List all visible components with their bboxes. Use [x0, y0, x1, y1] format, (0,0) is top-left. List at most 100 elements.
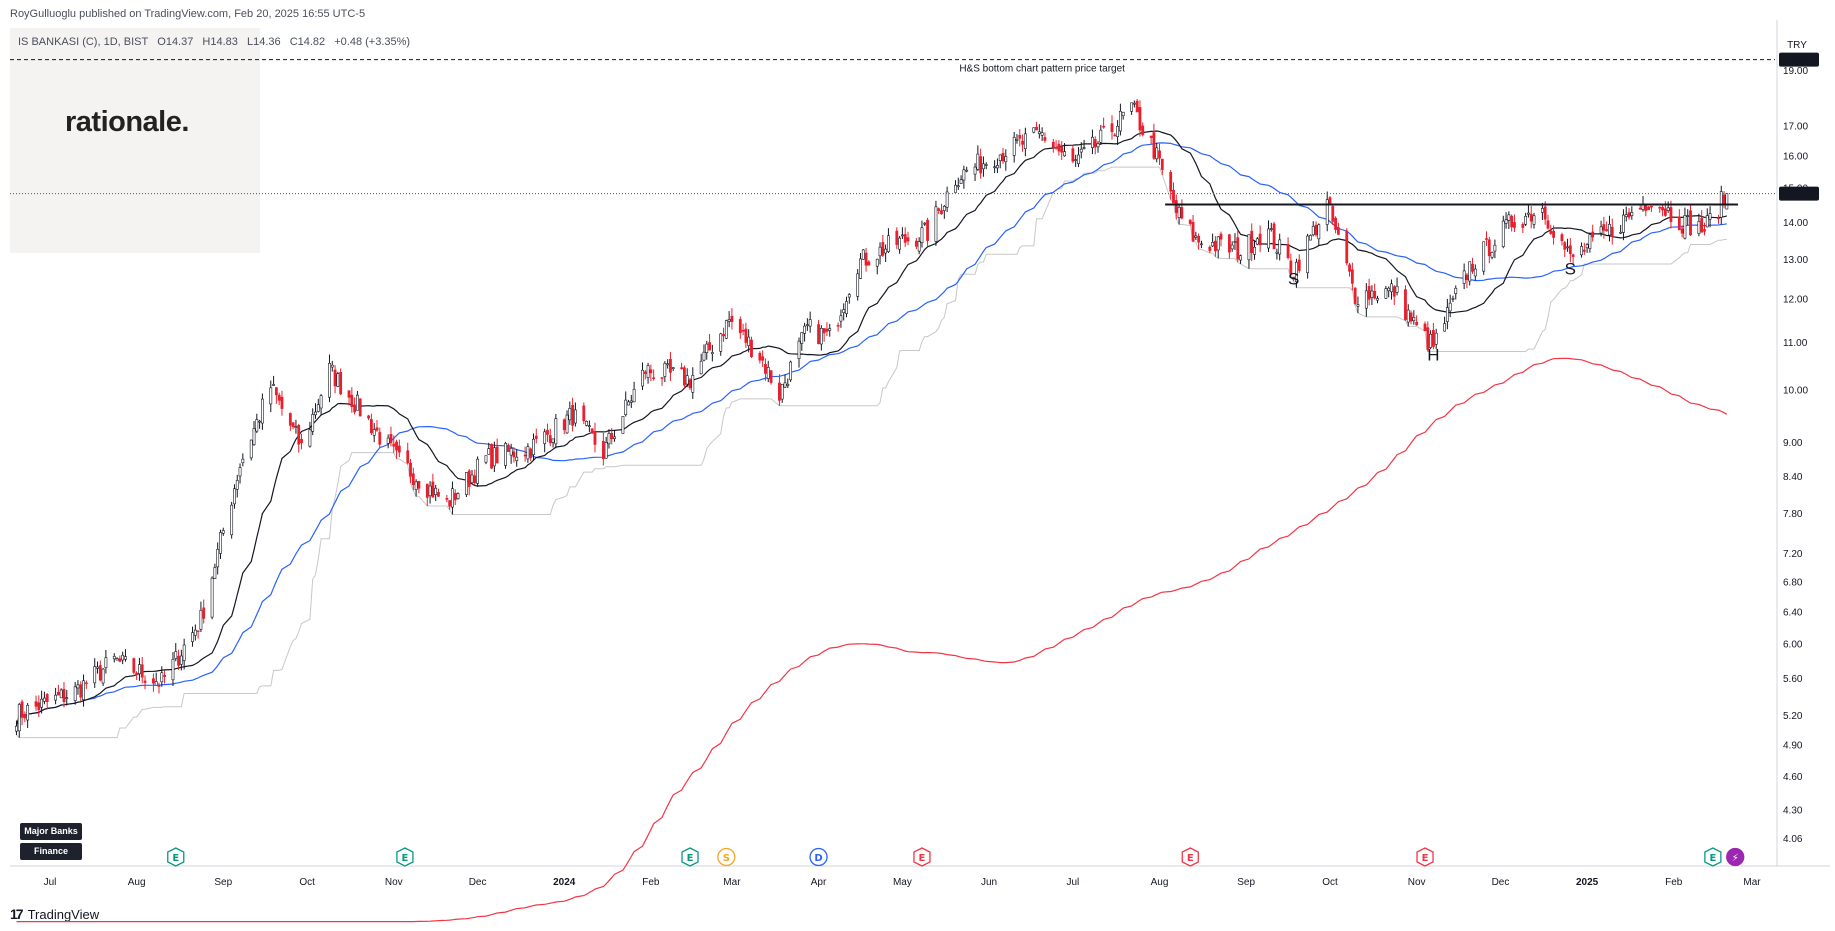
down-candle-body [1314, 224, 1318, 236]
candle [1429, 330, 1433, 350]
up-candle-body [624, 399, 628, 416]
up-candle-body [210, 577, 214, 618]
category-badge[interactable]: Finance [20, 843, 82, 860]
candle [543, 428, 547, 453]
down-candle-body [291, 422, 295, 428]
up-candle-body [174, 651, 178, 659]
up-candle-body [1445, 307, 1449, 322]
x-tick-label: Aug [1151, 877, 1169, 888]
candle [744, 322, 748, 348]
up-candle-body [1412, 317, 1416, 321]
down-candle-body [378, 432, 382, 445]
down-candle-body [764, 364, 767, 374]
candle [1211, 233, 1215, 247]
down-candle-body [769, 370, 773, 383]
down-candle-body [56, 691, 60, 696]
candle [1552, 225, 1555, 245]
down-candle-body [1297, 259, 1301, 271]
ma-medium-line [15, 142, 1727, 727]
candle [652, 369, 656, 381]
x-tick-label: Jul [44, 877, 57, 888]
candle [940, 203, 943, 215]
y-tick-label: 17.00 [1783, 121, 1808, 132]
candle [1423, 321, 1427, 332]
candle [434, 485, 438, 501]
candle [1697, 213, 1701, 237]
down-candle-body [1471, 263, 1474, 272]
down-candle-body [369, 419, 373, 434]
candle [1532, 212, 1536, 229]
moving-average-lines [15, 130, 1728, 923]
up-candle-body [476, 458, 479, 484]
sector-badge[interactable]: Major Banks [20, 823, 82, 840]
candle [1451, 295, 1455, 302]
up-candle-body [1278, 239, 1282, 255]
up-candle-body [532, 438, 535, 455]
up-candle-body [233, 488, 236, 505]
up-candle-body [1370, 290, 1374, 298]
candle [258, 419, 262, 429]
time-axis[interactable]: Jul Aug Sep Oct Nov Dec 2024 Feb Mar Apr May Jun Jul… [44, 877, 1762, 888]
candle [132, 657, 136, 675]
candle [96, 661, 99, 674]
candle [23, 711, 27, 723]
up-candle-body [666, 363, 670, 366]
candle [1216, 236, 1220, 259]
down-candle-body [1071, 148, 1075, 162]
candle [395, 439, 398, 459]
candle [1404, 285, 1407, 321]
candle [859, 252, 862, 280]
down-candle-body [1647, 206, 1650, 211]
y-tick-label: 6.40 [1783, 608, 1803, 619]
tradingview-footer[interactable]: 17 TradingView [10, 906, 99, 922]
candle [996, 158, 999, 174]
candle [613, 430, 616, 442]
down-candle-body [20, 701, 24, 718]
candle [800, 332, 804, 351]
down-candle-body [1214, 240, 1217, 252]
candle [565, 410, 569, 434]
symbol-name[interactable]: IS BANKASI (C), 1D, BIST [18, 36, 149, 48]
down-candle-body [1289, 260, 1293, 274]
up-candle-body [1462, 270, 1466, 284]
up-candle-body [238, 467, 242, 477]
candle [1725, 193, 1729, 210]
candle [40, 690, 44, 714]
up-candle-body [328, 363, 331, 398]
price-axis[interactable]: TRY19.0017.0016.0015.0014.0013.0012.0011… [1779, 40, 1819, 845]
down-candle-body [1627, 212, 1631, 218]
x-tick-label: Apr [811, 877, 827, 888]
candle [1180, 199, 1184, 220]
x-tick-label: May [893, 877, 912, 888]
candle [1096, 141, 1100, 153]
candle [1627, 208, 1631, 220]
x-tick-label: Feb [1665, 877, 1683, 888]
up-candle-body [1255, 238, 1259, 245]
candle [1580, 242, 1583, 258]
up-candle-body [1507, 214, 1511, 221]
candle [1121, 111, 1125, 120]
candle [221, 527, 225, 536]
down-candle-body [1060, 146, 1064, 153]
down-candle-body [397, 445, 401, 453]
down-candle-body [1054, 147, 1058, 149]
candle [1415, 315, 1419, 326]
down-candle-body [548, 435, 552, 444]
up-candle-body [551, 438, 555, 443]
candle [1521, 222, 1525, 234]
down-candle-body [1018, 135, 1022, 139]
up-candle-body [1501, 220, 1505, 247]
down-candle-body [1644, 204, 1648, 212]
up-candle-body [996, 165, 999, 169]
up-candle-body [1200, 243, 1203, 246]
candle [1071, 145, 1075, 164]
candle [993, 160, 997, 174]
candle [1040, 127, 1044, 142]
candle [476, 456, 479, 487]
down-candle-body [392, 443, 396, 447]
candle [887, 228, 890, 253]
up-candle-body [839, 315, 843, 322]
up-candle-body [920, 227, 924, 244]
down-candle-body [347, 390, 351, 398]
